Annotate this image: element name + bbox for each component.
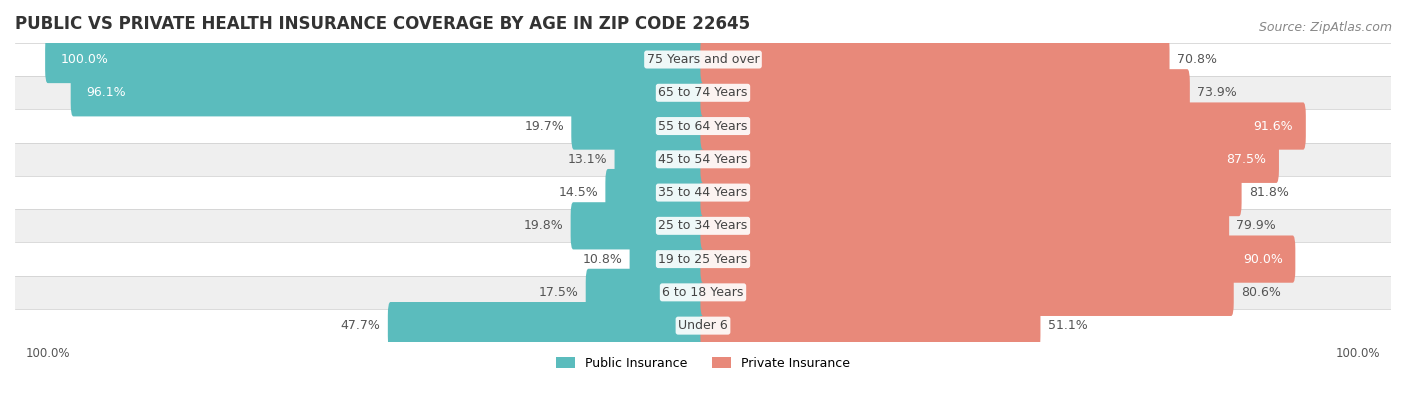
FancyBboxPatch shape	[700, 302, 1040, 349]
FancyBboxPatch shape	[388, 302, 706, 349]
Text: Source: ZipAtlas.com: Source: ZipAtlas.com	[1258, 21, 1392, 33]
Text: 25 to 34 Years: 25 to 34 Years	[658, 219, 748, 233]
FancyBboxPatch shape	[700, 202, 1229, 249]
Bar	[15, 242, 1391, 276]
FancyBboxPatch shape	[700, 36, 1170, 83]
Text: 51.1%: 51.1%	[1047, 319, 1087, 332]
FancyBboxPatch shape	[571, 102, 706, 150]
Text: 19 to 25 Years: 19 to 25 Years	[658, 253, 748, 266]
Legend: Public Insurance, Private Insurance: Public Insurance, Private Insurance	[551, 352, 855, 375]
Bar	[15, 209, 1391, 242]
Text: 96.1%: 96.1%	[86, 86, 127, 99]
FancyBboxPatch shape	[70, 69, 706, 116]
Text: 81.8%: 81.8%	[1249, 186, 1289, 199]
Text: 79.9%: 79.9%	[1236, 219, 1277, 233]
FancyBboxPatch shape	[700, 102, 1306, 150]
Text: 75 Years and over: 75 Years and over	[647, 53, 759, 66]
Text: 45 to 54 Years: 45 to 54 Years	[658, 153, 748, 166]
Text: 91.6%: 91.6%	[1254, 119, 1294, 133]
Text: 80.6%: 80.6%	[1241, 286, 1281, 299]
FancyBboxPatch shape	[571, 202, 706, 249]
Text: PUBLIC VS PRIVATE HEALTH INSURANCE COVERAGE BY AGE IN ZIP CODE 22645: PUBLIC VS PRIVATE HEALTH INSURANCE COVER…	[15, 15, 751, 33]
Bar	[15, 142, 1391, 176]
FancyBboxPatch shape	[700, 69, 1189, 116]
FancyBboxPatch shape	[606, 169, 706, 216]
Text: Under 6: Under 6	[678, 319, 728, 332]
Text: 14.5%: 14.5%	[558, 186, 598, 199]
Bar	[15, 276, 1391, 309]
FancyBboxPatch shape	[630, 235, 706, 283]
Text: 13.1%: 13.1%	[568, 153, 607, 166]
Text: 19.7%: 19.7%	[524, 119, 564, 133]
Text: 55 to 64 Years: 55 to 64 Years	[658, 119, 748, 133]
FancyBboxPatch shape	[614, 136, 706, 183]
FancyBboxPatch shape	[45, 36, 706, 83]
FancyBboxPatch shape	[586, 269, 706, 316]
FancyBboxPatch shape	[700, 269, 1233, 316]
Bar	[15, 109, 1391, 142]
Bar	[15, 176, 1391, 209]
Text: 47.7%: 47.7%	[340, 319, 381, 332]
Text: 17.5%: 17.5%	[538, 286, 578, 299]
Text: 90.0%: 90.0%	[1243, 253, 1282, 266]
FancyBboxPatch shape	[700, 169, 1241, 216]
FancyBboxPatch shape	[700, 136, 1279, 183]
Text: 10.8%: 10.8%	[582, 253, 623, 266]
FancyBboxPatch shape	[700, 235, 1295, 283]
Text: 19.8%: 19.8%	[523, 219, 564, 233]
Bar	[15, 309, 1391, 342]
Bar	[15, 76, 1391, 109]
Text: 65 to 74 Years: 65 to 74 Years	[658, 86, 748, 99]
Text: 35 to 44 Years: 35 to 44 Years	[658, 186, 748, 199]
Text: 100.0%: 100.0%	[60, 53, 108, 66]
Text: 6 to 18 Years: 6 to 18 Years	[662, 286, 744, 299]
Text: 70.8%: 70.8%	[1177, 53, 1216, 66]
Text: 87.5%: 87.5%	[1226, 153, 1267, 166]
Text: 73.9%: 73.9%	[1197, 86, 1237, 99]
Bar	[15, 43, 1391, 76]
